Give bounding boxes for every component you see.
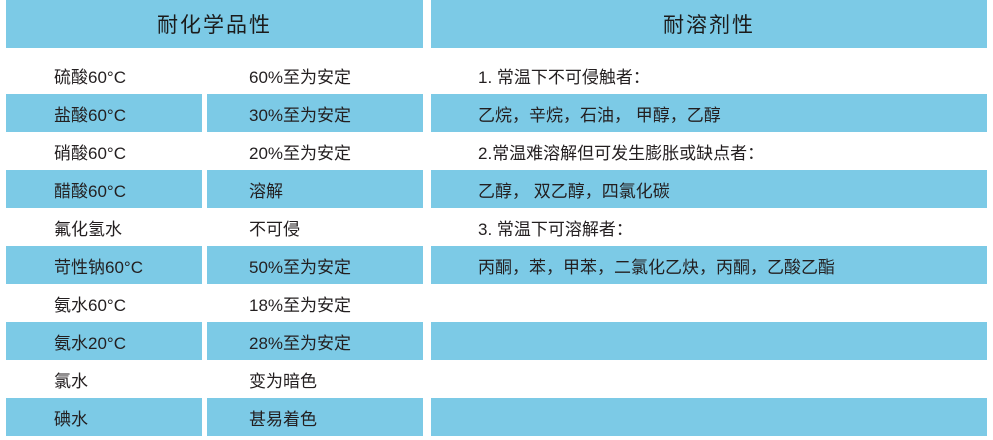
row-band-4-col3 [431,170,987,208]
table-row: 醋酸60°C [54,181,126,201]
table-row: 氯水 [54,371,88,391]
table-cell-result: 变为暗色 [249,371,317,391]
row-band-2-col2 [207,94,423,132]
row-band-8-col3 [431,322,987,360]
row-band-2-col3 [431,94,987,132]
solvent-list-item [431,360,987,398]
row-band-6-col2 [207,246,423,284]
table-cell-result: 50%至为安定 [249,257,352,277]
table-row: 硫酸60°C [54,67,126,87]
solvent-list-item: 丙酮，苯，甲苯，二氯化乙炔，丙酮，乙酸乙酯 [478,257,835,277]
table-row: 氨水20°C [54,333,126,353]
table-cell-result: 20%至为安定 [249,143,352,163]
solvent-list-item: 2.常温难溶解但可发生膨胀或缺点者： [478,143,765,163]
table-cell-result: 不可侵 [249,219,300,239]
row-band-4-col2 [207,170,423,208]
table-row: 苛性钠60°C [54,257,143,277]
table-cell-result: 30%至为安定 [249,105,352,125]
table-cell-result: 溶解 [249,181,283,201]
table-header-row: 耐化学品性 耐溶剂性 [0,0,993,48]
table-cell-result: 甚易着色 [249,409,317,429]
table-row: 氟化氢水 [54,219,122,239]
table-cell-result: 18%至为安定 [249,295,352,315]
table-row: 氨水60°C [54,295,126,315]
solvent-list-item [431,322,987,360]
row-band-6-col3 [431,246,987,284]
row-band-8-col2 [207,322,423,360]
table-cell-result: 28%至为安定 [249,333,352,353]
table-cell-result: 60%至为安定 [249,67,352,87]
row-band-8-col1 [6,322,202,360]
table-row: 盐酸60°C [54,105,126,125]
row-band-10-col2 [207,398,423,436]
solvent-list-item: 乙烷，辛烷，石油， 甲醇，乙醇 [478,105,721,125]
row-band-4-col1 [6,170,202,208]
header-chemical-resistance: 耐化学品性 [6,0,423,48]
solvent-list-item [431,398,987,436]
solvent-list-item [431,284,987,322]
solvent-list-item: 1. 常温下不可侵触者： [478,67,650,87]
row-band-6-col1 [6,246,202,284]
row-band-2-col1 [6,94,202,132]
header-solvent-resistance: 耐溶剂性 [431,0,987,48]
row-band-10-col3 [431,398,987,436]
table-row: 碘水 [54,409,88,429]
row-band-10-col1 [6,398,202,436]
solvent-list-item: 乙醇， 双乙醇，四氯化碳 [478,181,670,201]
table-row: 硝酸60°C [54,143,126,163]
solvent-list-item: 3. 常温下可溶解者： [478,219,633,239]
